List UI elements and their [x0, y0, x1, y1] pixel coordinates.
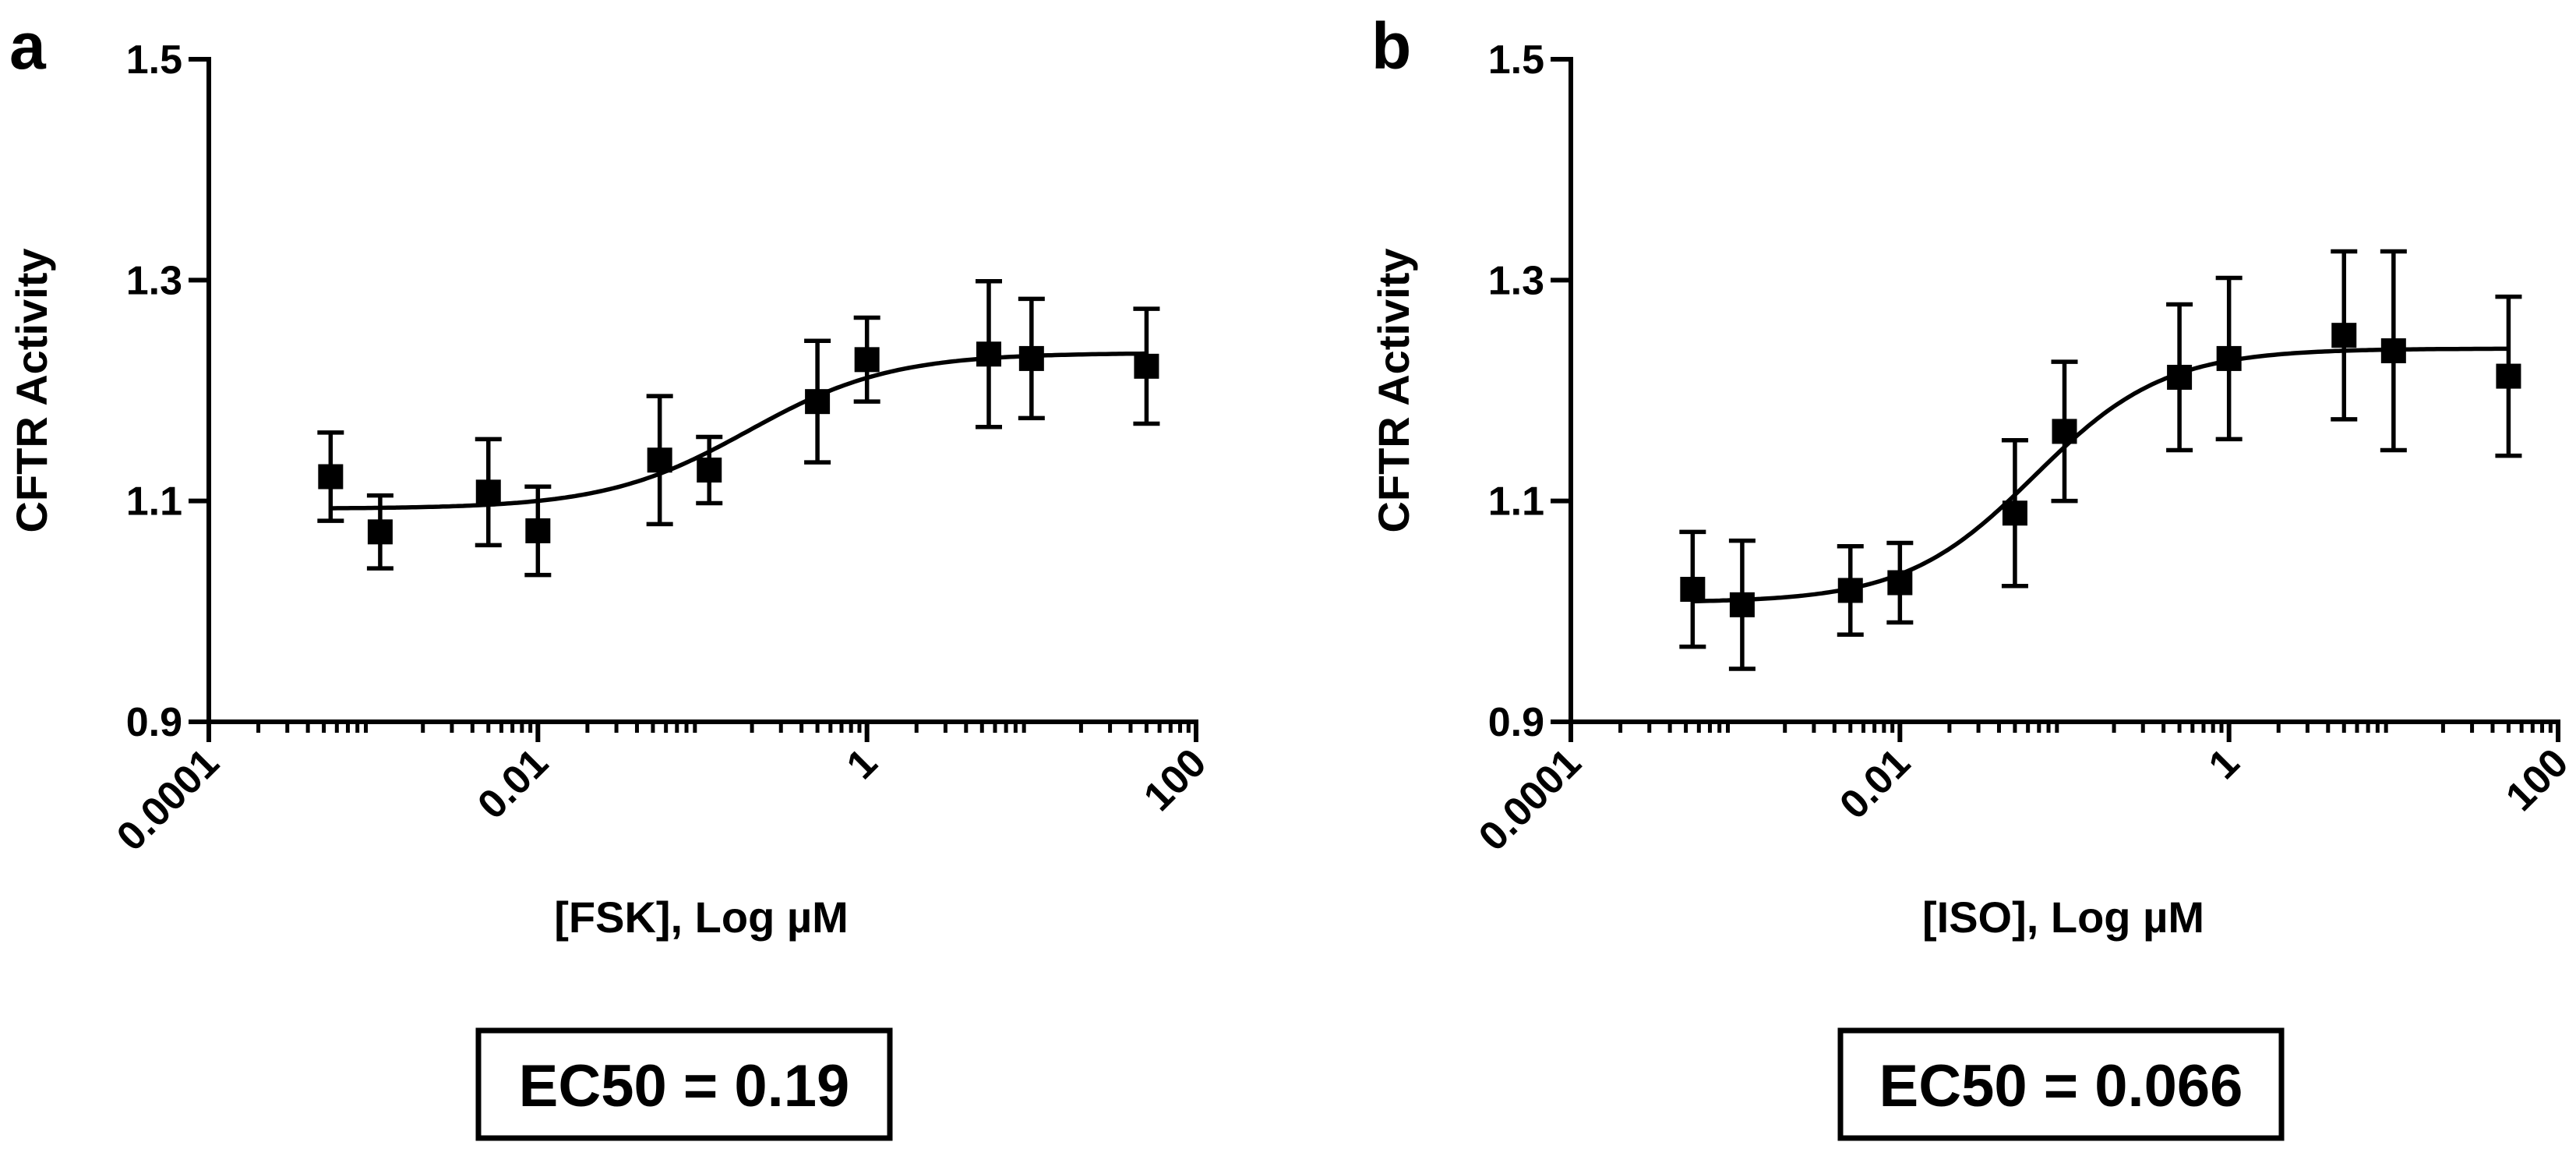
y-tick-label: 1.1 [126, 479, 182, 525]
y-tick-label: 1.3 [126, 258, 182, 303]
x-tick-label: 0.01 [1831, 740, 1919, 828]
x-axis-label: [ISO], Log µM [1922, 893, 2204, 942]
x-tick-label: 1 [2200, 740, 2248, 787]
data-point [1018, 345, 1044, 371]
data-point [976, 341, 1002, 367]
data-point [1729, 592, 1755, 617]
y-axis-label: CFTR Activity [7, 248, 56, 532]
x-tick-label: 0.0001 [1470, 740, 1590, 859]
data-point [2331, 323, 2357, 348]
x-tick-label: 0.0001 [108, 740, 228, 859]
data-point [1680, 577, 1706, 602]
fit-curve [330, 351, 1147, 511]
x-tick-label: 100 [1135, 740, 1215, 819]
data-point [647, 447, 672, 473]
ec50-label: EC50 = 0.19 [519, 1053, 850, 1119]
panel-label: a [9, 9, 47, 83]
data-point [2380, 338, 2406, 363]
y-tick-label: 0.9 [1488, 700, 1544, 745]
x-tick-label: 0.01 [469, 740, 557, 828]
data-point [2496, 363, 2521, 389]
y-axis-label: CFTR Activity [1369, 248, 1418, 532]
y-tick-label: 1.3 [1488, 258, 1544, 303]
data-point [2167, 365, 2193, 390]
data-point [697, 458, 722, 483]
data-point [475, 479, 501, 505]
data-point [854, 347, 880, 373]
data-point [525, 518, 551, 543]
ec50-label: EC50 = 0.066 [1879, 1053, 2243, 1119]
y-tick-label: 1.5 [126, 37, 182, 83]
fit-curve [1692, 346, 2509, 604]
ec50-box [475, 1027, 893, 1141]
x-tick-label: 1 [838, 740, 886, 787]
data-point [1134, 353, 1159, 379]
x-tick-label: 100 [2497, 740, 2576, 819]
chart-panel-b: b 0.9 1.1 1.3 1.5 0.0001 0.01 1 100 [ISO], Log µM… [1369, 9, 2576, 1141]
data-point [367, 519, 393, 545]
data-point [2052, 419, 2077, 444]
data-point [1887, 570, 1913, 596]
data-point [2216, 345, 2242, 371]
data-point [1837, 578, 1863, 603]
data-point [805, 389, 831, 415]
data-point [318, 464, 344, 490]
x-axis-label: [FSK], Log µM [554, 893, 849, 942]
chart-panel-a: a 0.9 1.1 1.3 1.5 0.0001 0.01 1 100 [FSK], Log µM… [7, 9, 1215, 1141]
y-tick-label: 1.1 [1488, 479, 1544, 525]
y-tick-label: 0.9 [126, 700, 182, 745]
y-tick-label: 1.5 [1488, 37, 1544, 83]
data-point [2002, 500, 2027, 526]
panel-label: b [1371, 9, 1411, 83]
ec50-box [1837, 1027, 2285, 1141]
